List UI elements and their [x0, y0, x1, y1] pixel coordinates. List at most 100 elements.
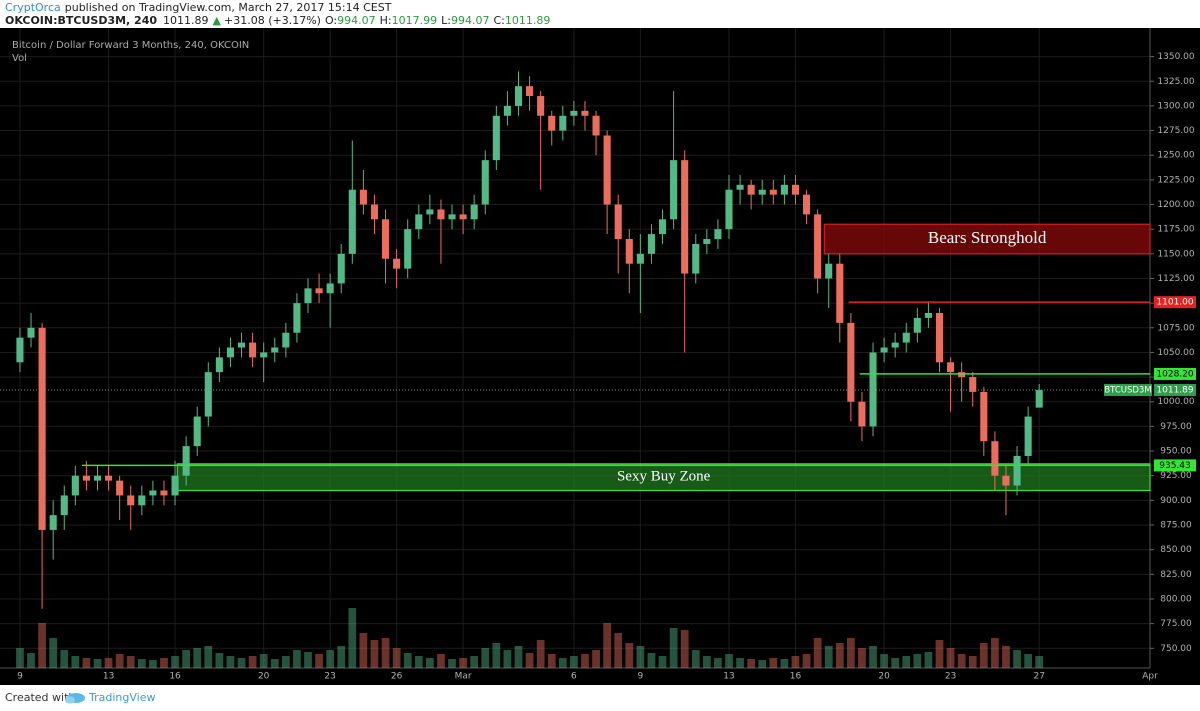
candle-body	[603, 135, 611, 205]
candle-body	[337, 253, 345, 284]
volume-bar	[614, 633, 623, 668]
volume-bar	[71, 656, 80, 668]
candle-body	[537, 96, 545, 116]
candle-body	[570, 110, 578, 116]
footer-bg	[0, 685, 1200, 711]
volume-bar	[669, 628, 678, 668]
candle-body	[492, 115, 500, 161]
author[interactable]: CryptOrca	[5, 1, 61, 14]
candle-body	[404, 229, 412, 269]
y-tick-label: 900.00	[1160, 496, 1192, 506]
candle-body	[647, 234, 655, 254]
volume-bar	[902, 656, 911, 668]
ohlc-key: O:	[325, 14, 337, 27]
candle-body	[825, 263, 833, 279]
x-tick-label: 16	[790, 672, 802, 682]
volume-bar	[160, 658, 168, 668]
y-tick-label: 1250.00	[1157, 151, 1194, 161]
last-price-bg	[1154, 384, 1196, 397]
x-tick-label: 6	[571, 672, 577, 682]
volume-bar	[603, 623, 612, 668]
volume-bar	[60, 650, 69, 668]
y-tick-label: 925.00	[1160, 471, 1192, 481]
volume-bar	[736, 658, 744, 668]
ohlc-value: 994.07	[337, 14, 376, 27]
volume-bar	[979, 643, 988, 668]
y-tick-label: 1050.00	[1157, 348, 1194, 358]
volume-bar	[758, 660, 767, 668]
ohlc-value: 994.07	[451, 14, 490, 27]
candle-body	[249, 342, 257, 358]
candle-body	[260, 352, 268, 358]
candle-body	[27, 327, 35, 338]
volume-bar	[204, 646, 213, 668]
volume-bar	[991, 638, 999, 668]
volume-bar	[259, 654, 268, 668]
candle-body	[160, 490, 168, 496]
ohlc-value: 1011.89	[505, 14, 551, 27]
volume-bar	[481, 648, 490, 668]
price-axis-bg	[1150, 28, 1200, 668]
candle-body	[514, 86, 523, 106]
candle-body	[38, 327, 46, 530]
y-tick-label: 1000.00	[1157, 397, 1194, 407]
candle-body	[592, 115, 600, 136]
volume-bar	[293, 650, 301, 668]
volume-bar	[414, 656, 423, 668]
publish-line: CryptOrca published on TradingView.com, M…	[5, 1, 392, 14]
volume-bar	[714, 658, 722, 668]
volume-bar	[492, 643, 501, 668]
candle-body	[1024, 416, 1032, 456]
volume-bar	[425, 658, 434, 668]
x-tick-label: 16	[169, 672, 181, 682]
volume-bar	[16, 648, 24, 668]
volume-bar	[1002, 646, 1010, 668]
volume-bar	[104, 658, 113, 668]
candle-body	[969, 377, 977, 392]
candle-body	[736, 184, 744, 190]
y-tick-label: 775.00	[1160, 619, 1192, 629]
candle-body	[348, 189, 356, 254]
candle-body	[747, 184, 755, 195]
candle-body	[836, 263, 844, 323]
x-tick-label: 20	[258, 672, 270, 682]
volume-bar	[869, 646, 877, 668]
candle-body	[991, 441, 999, 476]
y-tick-label: 1275.00	[1157, 126, 1194, 136]
volume-bar	[248, 656, 257, 668]
arrow: ▲	[213, 14, 222, 27]
candle-body	[902, 332, 910, 343]
candle-body	[193, 416, 201, 447]
candle-body	[271, 347, 279, 353]
candle-body	[703, 239, 711, 244]
y-tick-label: 1150.00	[1157, 249, 1194, 259]
volume-bar	[570, 656, 578, 668]
zone	[823, 223, 1151, 255]
volume-bar	[182, 650, 191, 668]
volume-bar	[536, 640, 545, 668]
footer-brand[interactable]: TradingView	[88, 691, 155, 704]
volume-bar	[337, 646, 346, 668]
x-tick-label: 9	[637, 672, 643, 682]
x-tick-label: Apr	[1142, 672, 1158, 682]
volume-bar	[581, 654, 589, 668]
candle-body	[947, 362, 955, 373]
candle-body	[891, 342, 899, 348]
candle-body	[1013, 455, 1021, 486]
level-label: 1101.00	[1156, 298, 1193, 308]
volume-bar	[171, 656, 179, 668]
y-tick-label: 1325.00	[1157, 77, 1194, 87]
level-tag	[1154, 296, 1196, 309]
candle-body	[105, 475, 113, 481]
candle-body	[127, 495, 135, 506]
volume-bar	[49, 638, 58, 668]
ohlc-value: 1017.99	[392, 14, 438, 27]
candle-body	[426, 209, 434, 215]
volume-bar	[636, 646, 645, 668]
candle-body	[326, 283, 334, 294]
candle-body	[481, 160, 489, 205]
volume-bar	[149, 660, 157, 668]
candle-body	[237, 342, 246, 348]
candle-body	[470, 204, 478, 220]
candle-body	[692, 243, 700, 274]
